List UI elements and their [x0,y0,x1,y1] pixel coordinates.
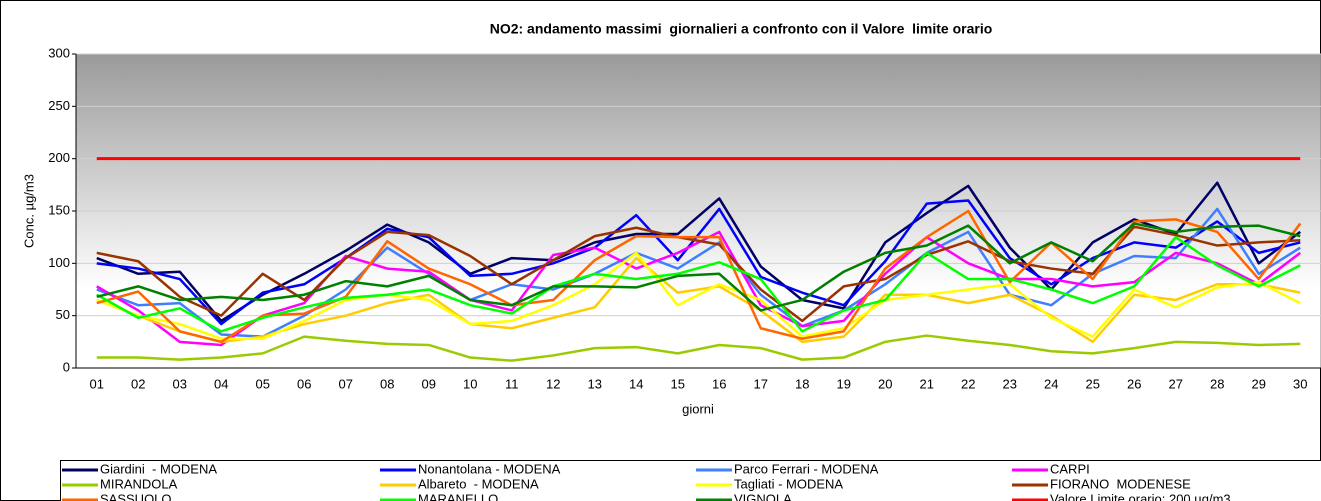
x-tick-label: 11 [505,376,519,391]
x-tick-label: 27 [1169,376,1183,391]
x-tick-label: 02 [131,376,145,391]
series-line [96,334,1301,362]
x-tick-label: 22 [961,376,975,391]
x-tick-label: 15 [671,376,685,391]
x-tick-label: 13 [588,376,602,391]
legend-label: VIGNOLA [734,491,792,501]
x-axis-label: giorni [682,401,714,416]
legend-label: FIORANO MODENESE [1050,476,1191,491]
x-tick-label: 28 [1210,376,1224,391]
y-tick-label: 150 [48,202,70,217]
legend-label: Parco Ferrari - MODENA [734,461,879,476]
x-tick-label: 29 [1252,376,1266,391]
x-tick-label: 07 [339,376,353,391]
x-tick-label: 14 [629,376,643,391]
legend-label: MIRANDOLA [100,476,178,491]
series-line [96,181,1302,323]
series-line [96,256,1301,344]
x-tick-label: 19 [837,376,851,391]
x-tick-label: 03 [173,376,187,391]
x-tick-label: 26 [1127,376,1141,391]
legend-label: SASSUOLO [100,491,172,501]
x-tick-label: 08 [380,376,394,391]
legend-label: Nonantolana - MODENA [418,461,561,476]
x-tick-label: 20 [878,376,892,391]
y-tick-label: 100 [48,255,70,270]
y-tick-label: 200 [48,150,70,165]
x-tick-label: 25 [1086,376,1100,391]
series-line [96,222,1301,312]
x-tick-label: 06 [297,376,311,391]
x-tick-label: 10 [463,376,477,391]
y-tick-label: 300 [48,45,70,60]
legend-label: CARPI [1050,461,1090,476]
legend-label: MARANELLO [418,491,498,501]
x-tick-label: 30 [1293,376,1307,391]
x-tick-label: 09 [422,376,436,391]
legend-label: Tagliati - MODENA [734,476,843,491]
y-tick-label: 0 [63,359,70,374]
series-line [96,251,1301,340]
chart-title: NO2: andamento massimi giornalieri a con… [490,21,993,37]
y-tick-label: 50 [56,307,70,322]
x-tick-label: 21 [920,376,934,391]
x-tick-label: 17 [754,376,768,391]
x-tick-label: 12 [546,376,560,391]
x-tick-label: 24 [1044,376,1058,391]
x-tick-label: 16 [712,376,726,391]
x-tick-label: 05 [256,376,270,391]
series-line [96,209,1302,344]
legend-box [60,460,1321,501]
legend-label: Giardini - MODENA [100,461,217,476]
x-tick-label: 01 [90,376,104,391]
y-tick-label: 250 [48,98,70,113]
legend-label: Valore Limite orario: 200 µg/m3 [1050,491,1231,501]
x-tick-label: 18 [795,376,809,391]
y-axis-label: Conc. µg/m3 [21,174,36,248]
series-line [96,230,1302,347]
x-tick-label: 23 [1003,376,1017,391]
series-line [96,235,1301,333]
legend-label: Albareto - MODENA [418,476,539,491]
x-tick-label: 04 [214,376,228,391]
